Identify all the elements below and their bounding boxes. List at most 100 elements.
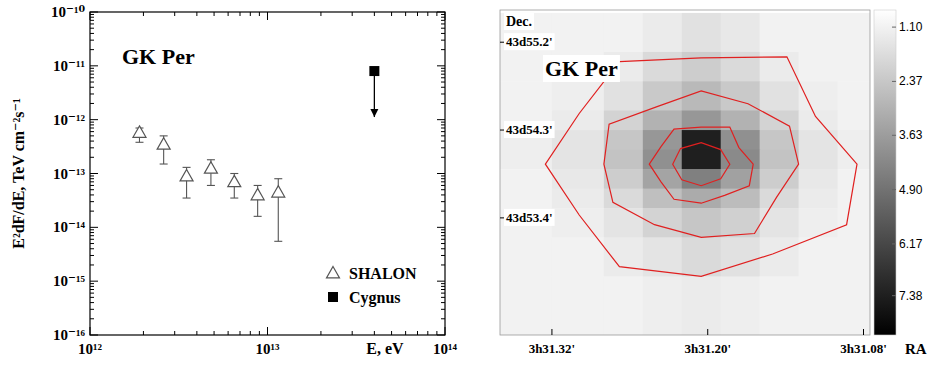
triangle-marker (180, 169, 193, 180)
heat-cell (760, 237, 799, 277)
minor-tick (174, 331, 175, 335)
minor-tick (441, 248, 445, 249)
minor-tick (196, 12, 197, 16)
heat-cell (838, 276, 870, 335)
minor-tick (441, 40, 445, 41)
minor-tick (90, 28, 94, 29)
legend-label: SHALON (349, 265, 417, 282)
minor-tick (441, 289, 445, 290)
minor-tick (417, 12, 418, 16)
heat-cell (604, 169, 643, 189)
minor-tick (441, 68, 445, 69)
x-tick (267, 12, 268, 20)
heat-cell (500, 276, 552, 335)
minor-tick (391, 12, 392, 16)
legend-label: Cygnus (349, 289, 401, 307)
minor-tick (90, 82, 94, 83)
label-patch (504, 33, 555, 50)
minor-tick (441, 211, 445, 212)
heat-cell (682, 13, 721, 53)
heat-cell (721, 130, 760, 150)
minor-tick (90, 141, 94, 142)
minor-tick (441, 175, 445, 176)
colorbar-tick (892, 243, 896, 244)
heat-cell (552, 276, 604, 335)
colorbar-tick (892, 135, 896, 136)
heat-cell (552, 13, 604, 53)
heat-cell (721, 276, 760, 335)
minor-tick (441, 185, 445, 186)
heat-cell (500, 237, 552, 277)
y-tick-label: 10⁻¹³ (53, 166, 85, 182)
minor-tick (90, 17, 94, 18)
heat-cell (552, 130, 604, 150)
y-axis-title: E²dF/dE, TeV cm⁻²s⁻¹ (10, 98, 27, 249)
minor-tick (90, 103, 94, 104)
heat-cell (760, 13, 799, 53)
error-cap (230, 173, 238, 174)
minor-tick (436, 12, 437, 16)
heat-cell (604, 276, 643, 335)
error-cap (254, 185, 262, 186)
minor-tick (441, 17, 445, 18)
minor-tick (441, 77, 445, 78)
y-tick (90, 335, 98, 336)
x-tick-label: 10¹³ (256, 341, 280, 357)
heat-cell (643, 13, 682, 53)
minor-tick (90, 49, 94, 50)
heat-cell (643, 237, 682, 277)
heat-cell (643, 208, 682, 238)
minor-tick (441, 131, 445, 132)
minor-tick (405, 331, 406, 335)
heat-cell (643, 150, 682, 170)
heat-cell (604, 13, 643, 53)
heat-cell (643, 169, 682, 189)
heat-cell (838, 111, 870, 131)
x-tick (551, 329, 552, 335)
minor-tick (441, 194, 445, 195)
triangle-marker (157, 138, 170, 149)
heat-cell (682, 237, 721, 277)
minor-tick (441, 147, 445, 148)
heat-cell (643, 52, 682, 82)
heat-cell (643, 111, 682, 131)
colorbar-tick (892, 295, 896, 296)
minor-tick (90, 157, 94, 158)
heat-cell (552, 189, 604, 209)
minor-tick (90, 68, 94, 69)
minor-tick (441, 286, 445, 287)
minor-tick (90, 77, 94, 78)
minor-tick (143, 12, 144, 16)
square-marker (369, 66, 379, 76)
heat-cell (500, 13, 552, 53)
minor-tick (259, 12, 260, 16)
triangle-marker (272, 186, 285, 197)
minor-tick (90, 87, 94, 88)
minor-tick (90, 131, 94, 132)
chart-title: GK Per (545, 56, 618, 81)
minor-tick (441, 318, 445, 319)
heat-cell (799, 130, 838, 150)
heat-cell (682, 150, 721, 170)
minor-tick (90, 189, 94, 190)
heat-cell (799, 13, 838, 53)
minor-tick (90, 128, 94, 129)
heat-cell (500, 169, 552, 189)
colorbar-tick-label: 2.37 (899, 74, 923, 88)
minor-tick (90, 286, 94, 287)
minor-tick (441, 235, 445, 236)
minor-tick (259, 331, 260, 335)
minor-tick (90, 239, 94, 240)
x-axis-title: E, eV (366, 340, 404, 357)
heat-cell (799, 276, 838, 335)
colorbar (874, 10, 896, 335)
minor-tick (441, 293, 445, 294)
heat-cell (604, 81, 643, 111)
x-axis-title: RA (905, 341, 927, 357)
triangle-marker (133, 126, 146, 137)
heat-cell (604, 208, 643, 238)
minor-tick (441, 82, 445, 83)
y-tick-label: 10⁻¹¹ (53, 58, 85, 74)
minor-tick (320, 331, 321, 335)
label-patch (504, 209, 555, 226)
